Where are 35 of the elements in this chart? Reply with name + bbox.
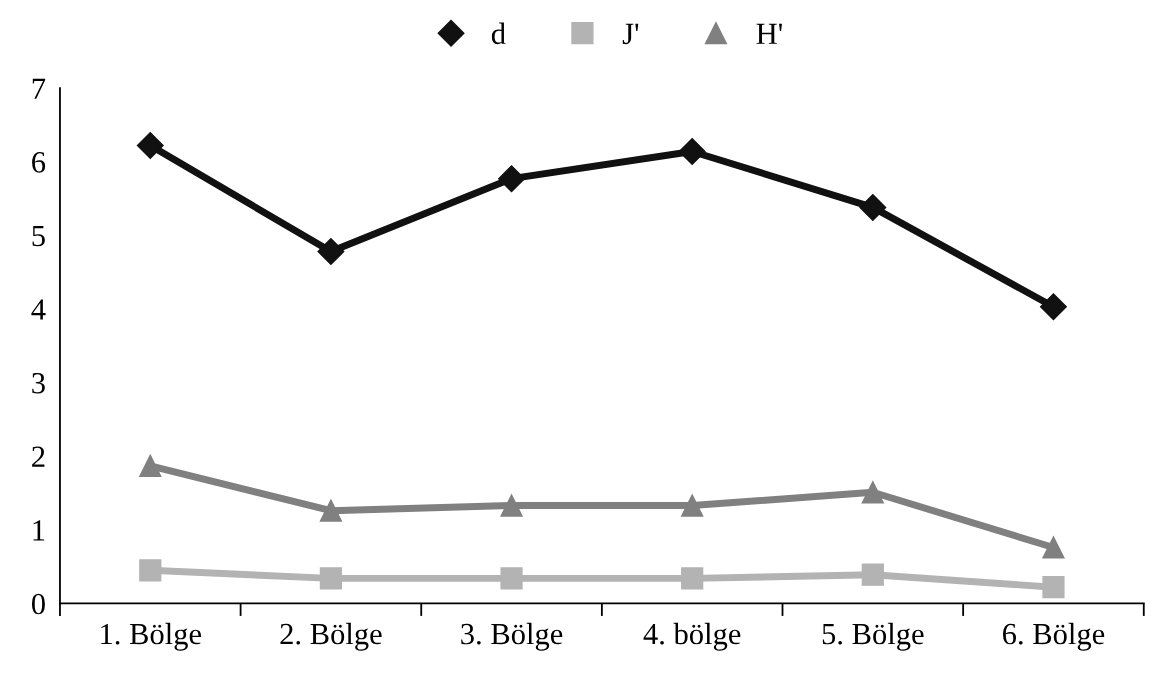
x-tick-label: 5. Bölge — [822, 622, 924, 651]
point — [498, 165, 526, 193]
point — [859, 193, 887, 221]
point — [681, 567, 704, 590]
point — [861, 563, 884, 586]
point — [1039, 293, 1067, 321]
y-tick-label: 0 — [31, 593, 45, 615]
y-tick-label: 7 — [32, 78, 46, 99]
y-tick-label: 5 — [32, 225, 45, 247]
point — [1042, 536, 1065, 559]
x-tick-label: 2. Bölge — [280, 622, 382, 651]
point — [317, 238, 345, 266]
point — [500, 494, 523, 517]
x-tick-label: 1. Bölge — [101, 622, 201, 651]
legend-label: d — [491, 22, 506, 45]
y-tick-label: 4 — [31, 299, 46, 320]
legend-label: J' — [622, 23, 639, 45]
x-tick-label: 4. bölge — [643, 622, 741, 651]
y-tick-label: 3 — [32, 372, 45, 394]
point — [678, 137, 706, 165]
y-tick-label: 6 — [32, 152, 46, 173]
x-tick-label: 6. Bölge — [1003, 622, 1105, 651]
x-tick-label: 3. Bölge — [461, 622, 563, 651]
y-tick-label: 1 — [33, 520, 45, 541]
point — [136, 132, 164, 160]
point — [319, 499, 343, 522]
point — [1042, 576, 1065, 599]
point — [139, 559, 162, 582]
legend-label: H' — [756, 23, 782, 44]
point — [139, 454, 162, 477]
point — [861, 481, 884, 504]
y-tick-label: 2 — [32, 446, 45, 467]
point — [681, 494, 704, 517]
point — [319, 567, 343, 590]
point — [500, 567, 523, 590]
